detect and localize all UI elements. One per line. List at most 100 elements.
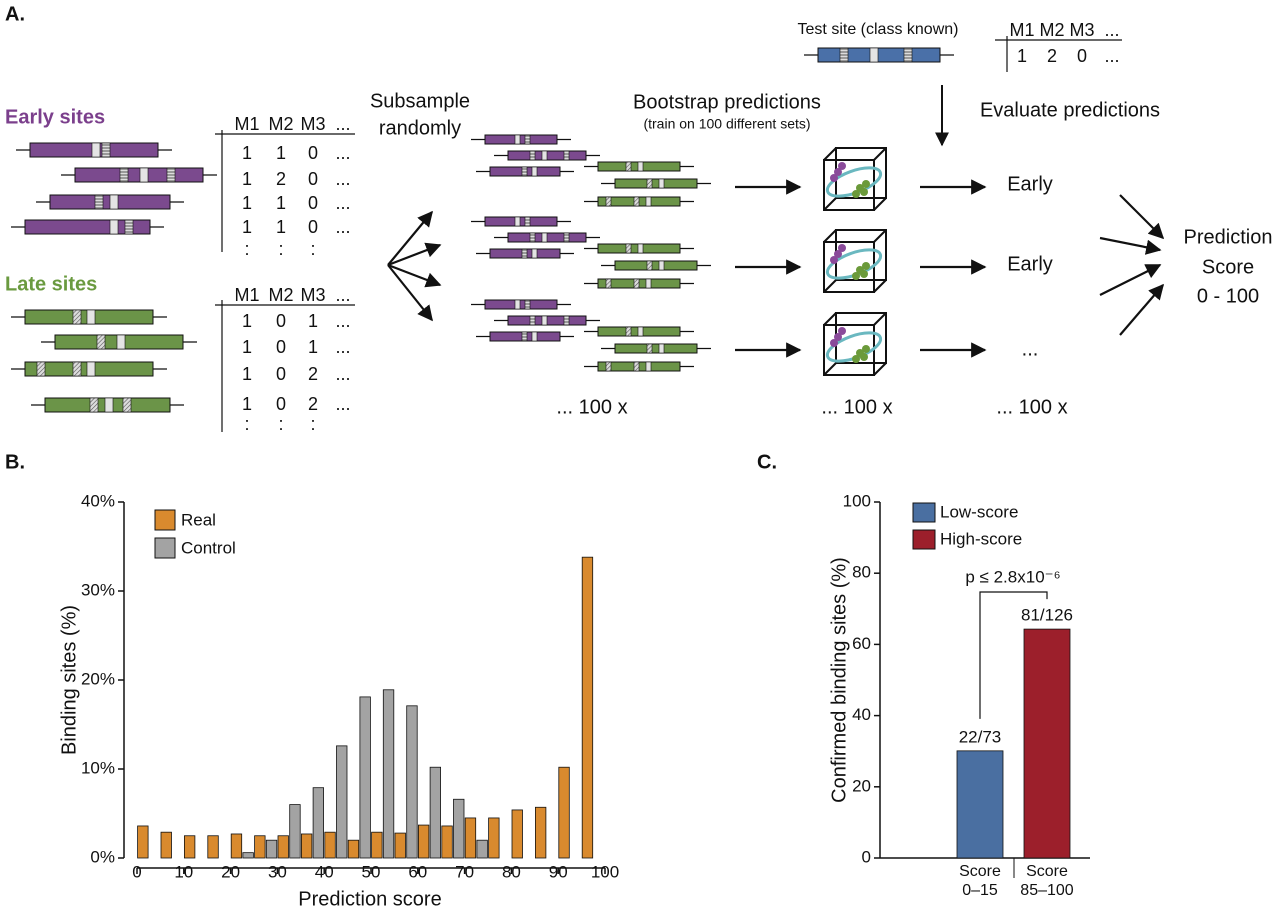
cube-edge (873, 147, 887, 161)
histogram-bar (207, 835, 219, 859)
motif (531, 166, 538, 177)
motif (658, 343, 665, 354)
repeat-label: ... 100 x (556, 396, 627, 418)
histogram-bar (406, 705, 418, 859)
sequence (74, 167, 204, 183)
y-tick-label: 0% (90, 847, 115, 866)
arrow (387, 264, 433, 322)
table-header: M1 (234, 114, 259, 134)
legend-label: Control (181, 538, 236, 557)
motif (839, 47, 849, 63)
sequence (614, 343, 698, 354)
motif (72, 309, 82, 325)
cluster-point (838, 327, 846, 335)
motif (94, 194, 104, 210)
table-header: M3 (300, 114, 325, 134)
arrow (387, 263, 442, 288)
histogram-bar (254, 835, 266, 859)
value-label: 22/73 (959, 727, 1002, 746)
table-cell: ... (335, 193, 350, 213)
cube-edge (873, 229, 887, 243)
cluster-point (862, 345, 870, 353)
significance-bracket (979, 591, 1048, 719)
cluster-point (852, 272, 860, 280)
x-tick-label: 10 (174, 862, 193, 881)
histogram-bar (441, 825, 453, 859)
table-cell: 1 (242, 337, 252, 357)
motif (637, 243, 644, 254)
table-cell: ... (335, 169, 350, 189)
bootstrap-title: Bootstrap predictions (633, 91, 821, 113)
y-tick-label: 20 (852, 776, 871, 795)
x-axis-label: Prediction score (298, 888, 441, 910)
histogram-bar (476, 839, 488, 859)
histogram-bar (324, 831, 336, 859)
motif (531, 248, 538, 259)
arrow (1119, 194, 1165, 240)
table-cell: 1 (1017, 46, 1027, 66)
table-cell: 1 (242, 169, 252, 189)
table-header: M3 (300, 285, 325, 305)
x-tick-label: 70 (455, 862, 474, 881)
histogram-bar (429, 766, 442, 859)
motif (563, 315, 570, 326)
motif (645, 278, 652, 289)
motif (633, 278, 640, 289)
motif (605, 278, 612, 289)
cube-edge (873, 312, 887, 326)
motif (646, 343, 653, 354)
cluster-point (830, 256, 838, 264)
table-cell: 0 (276, 394, 286, 414)
motif (658, 178, 665, 189)
y-tick-label: 10% (81, 758, 115, 777)
table-cell: 0 (308, 217, 318, 237)
test-site-label: Test site (class known) (798, 21, 959, 38)
table-cell: : (310, 239, 315, 259)
table-cell: 2 (276, 169, 286, 189)
table-cell: 1 (276, 217, 286, 237)
motif (541, 150, 548, 161)
legend-label: Real (181, 510, 216, 529)
cluster-point (860, 188, 868, 196)
table-cell: 2 (308, 394, 318, 414)
x-tick-label: 50 (362, 862, 381, 881)
cube-edge (823, 147, 837, 161)
table-cell: 0 (276, 364, 286, 384)
evaluate-text: Evaluate predictions (980, 99, 1160, 121)
motif (89, 397, 99, 413)
motif (541, 315, 548, 326)
table-cell: 1 (276, 143, 286, 163)
motif (514, 216, 521, 227)
motif (514, 134, 521, 145)
x-tick-label: 20 (221, 862, 240, 881)
legend-swatch (154, 509, 176, 531)
motif (524, 134, 531, 145)
motif (521, 248, 528, 259)
table-cell: : (244, 239, 249, 259)
cluster-point (838, 244, 846, 252)
motif (869, 47, 879, 63)
legend-swatch (154, 537, 176, 559)
table-header: ... (1104, 20, 1119, 40)
y-tick-label: 0 (862, 847, 871, 866)
y-tick-label: 80 (852, 563, 871, 582)
table-cell: : (310, 414, 315, 434)
legend-swatch (912, 529, 936, 550)
table-header: M2 (268, 114, 293, 134)
motif (646, 178, 653, 189)
histogram-bar (558, 766, 570, 859)
motif (86, 361, 96, 377)
x-tick-label: 85–100 (1020, 882, 1073, 899)
histogram-bar (160, 831, 172, 859)
histogram-bar (453, 798, 465, 859)
table-cell: ... (335, 311, 350, 331)
legend-label: Low-score (940, 502, 1018, 521)
x-tick-label: 90 (549, 862, 568, 881)
motif (524, 299, 531, 310)
histogram-bar (535, 806, 547, 859)
table-header: M1 (1009, 20, 1034, 40)
table-header: M2 (1039, 20, 1064, 40)
cube-edge (873, 197, 887, 211)
histogram-bar (277, 835, 289, 859)
x-tick-label: 80 (502, 862, 521, 881)
